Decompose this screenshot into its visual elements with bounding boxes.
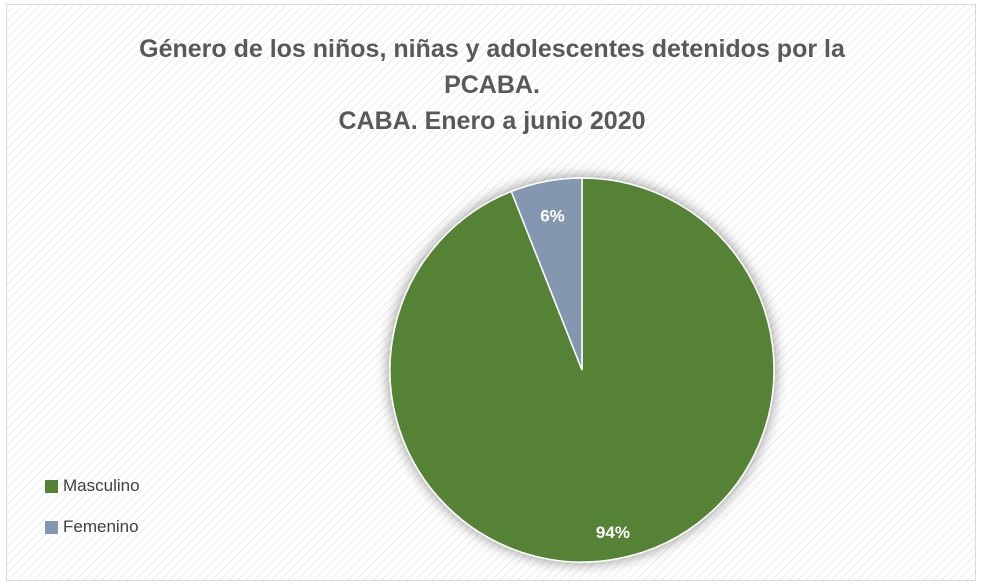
chart-title: Género de los niños, niñas y adolescente… xyxy=(7,31,975,139)
legend-item-masculino: Masculino xyxy=(45,475,140,497)
legend-item-femenino: Femenino xyxy=(45,516,140,538)
legend-swatch-femenino xyxy=(45,520,58,534)
chart-title-line-2: PCABA. xyxy=(444,71,540,99)
pie-slices xyxy=(389,177,775,563)
legend-label-femenino: Femenino xyxy=(63,517,139,536)
data-label-masculino: 94% xyxy=(596,523,630,542)
chart-title-line-1: Género de los niños, niñas y adolescente… xyxy=(139,35,845,63)
data-label-femenino: 6% xyxy=(540,206,565,225)
legend-swatch-masculino xyxy=(45,479,58,493)
pie-chart: 94% 6% xyxy=(389,177,775,563)
chart-area: Género de los niños, niñas y adolescente… xyxy=(6,4,976,581)
chart-title-line-3: CABA. Enero a junio 2020 xyxy=(338,107,646,135)
pie-labels: 94% 6% xyxy=(540,206,630,542)
legend: Masculino Femenino xyxy=(45,475,140,557)
pie-slice-femenino xyxy=(510,177,583,371)
legend-label-masculino: Masculino xyxy=(63,476,140,495)
